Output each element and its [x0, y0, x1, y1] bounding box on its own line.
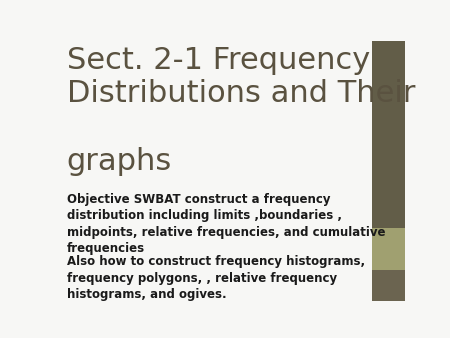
Text: Sect. 2-1 Frequency
Distributions and Their

graphs: Sect. 2-1 Frequency Distributions and Th… [67, 46, 415, 175]
Bar [372, 41, 405, 228]
Bar [372, 270, 405, 301]
Text: Also how to construct frequency histograms,
frequency polygons, , relative frequ: Also how to construct frequency histogra… [67, 255, 365, 301]
Bar [372, 228, 405, 270]
Text: Objective SWBAT construct a frequency
distribution including limits ,boundaries : Objective SWBAT construct a frequency di… [67, 193, 385, 255]
